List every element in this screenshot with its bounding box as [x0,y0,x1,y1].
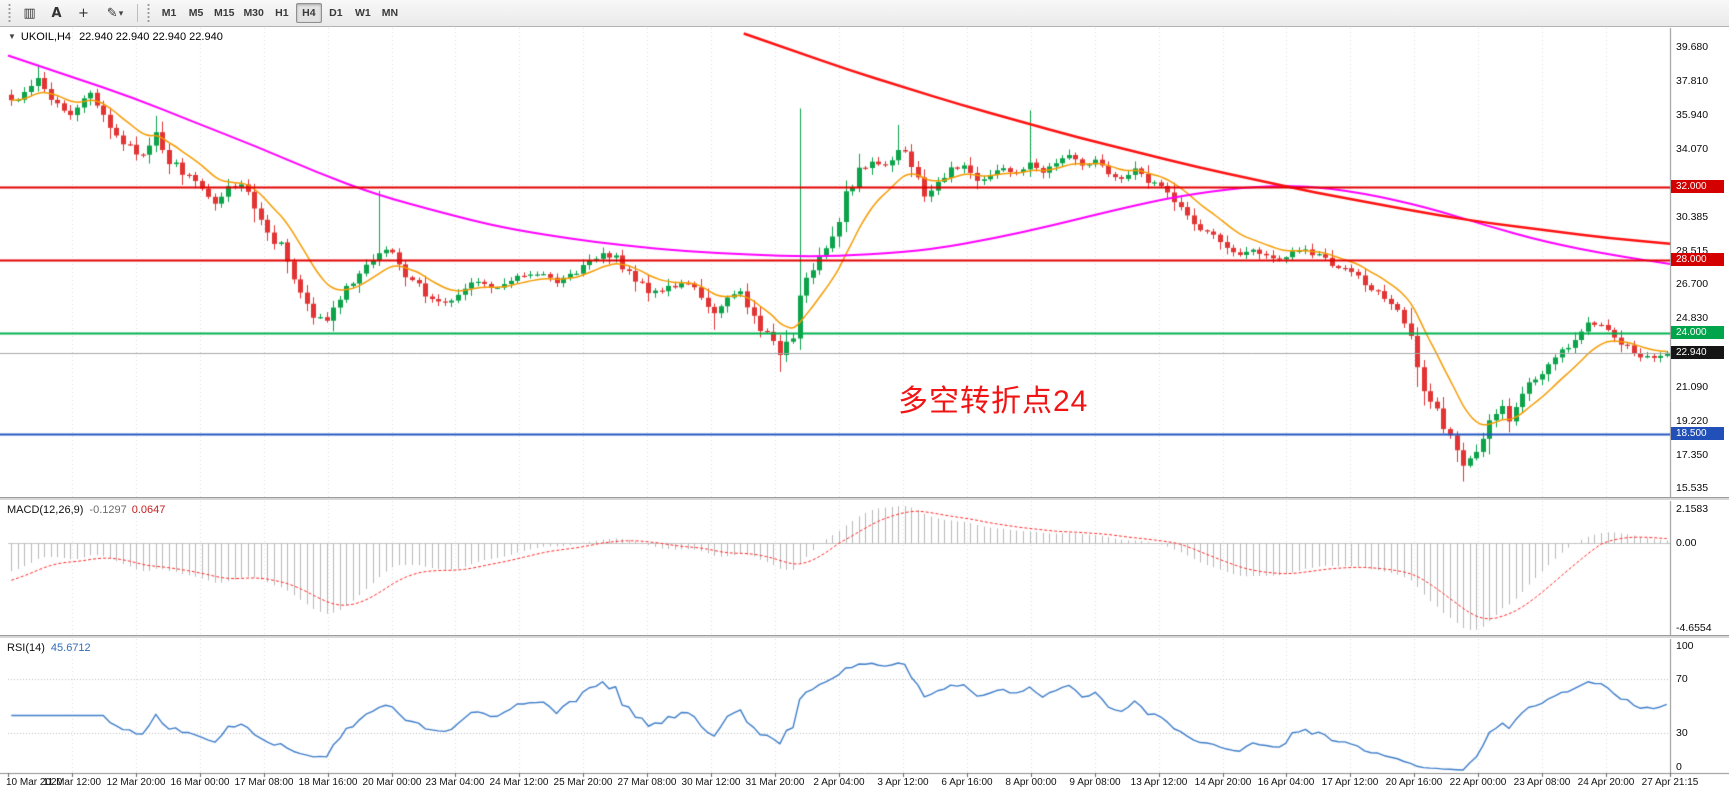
chart-collapse-icon[interactable]: ▼ [8,32,16,41]
timeframe-button-d1[interactable]: D1 [323,3,349,23]
timeframe-button-mn[interactable]: MN [377,3,403,23]
toolbar-grip[interactable] [146,4,151,22]
crosshair-icon: + [78,5,89,21]
macd-signal-value: 0.0647 [131,504,166,516]
rsi-title: RSI(14) [7,642,45,654]
toolbar: ▥ A + ✎ ▾ M1 M5 M15 M30 H1 H4 D1 W1 MN [0,0,1729,27]
templates-button[interactable]: ▥ [17,2,42,24]
crosshair-tool-button[interactable]: + [71,2,96,24]
chart-annotation: 多空转折点24 [898,385,1089,418]
macd-indicator-label: MACD(12,26,9) -0.1297 0.0647 [7,504,165,516]
timeframe-button-m5[interactable]: M5 [183,3,209,23]
timeframe-toolbar: M1 M5 M15 M30 H1 H4 D1 W1 MN [156,3,403,23]
timeframe-button-m1[interactable]: M1 [156,3,182,23]
ohlc-values: 22.940 22.940 22.940 22.940 [79,31,223,43]
macd-main-value: -0.1297 [89,504,127,516]
draw-tool-button[interactable]: ✎ ▾ [98,2,132,24]
caret-down-icon: ▾ [118,7,124,18]
symbol-ohlc-label: ▼ UKOIL,H4 22.940 22.940 22.940 22.940 [8,31,223,43]
symbol-name: UKOIL,H4 [20,31,72,43]
timeframe-button-h4[interactable]: H4 [295,3,322,23]
text-tool-icon: A [51,5,62,21]
timeframe-button-h1[interactable]: H1 [269,3,295,23]
timeframe-button-m30[interactable]: M30 [239,3,267,23]
timeframe-button-m15[interactable]: M15 [210,3,238,23]
pane-separator-macd[interactable] [0,497,1729,501]
toolbar-separator [137,4,138,22]
pane-separator-rsi[interactable] [0,635,1729,639]
toolbar-grip[interactable] [7,4,12,22]
text-tool-button[interactable]: A [44,2,69,24]
rsi-value: 45.6712 [50,642,91,654]
rsi-indicator-label: RSI(14) 45.6712 [7,642,91,654]
pencil-icon: ✎ [106,5,118,21]
macd-title: MACD(12,26,9) [7,504,84,516]
timeframe-button-w1[interactable]: W1 [350,3,376,23]
templates-icon: ▥ [23,5,36,21]
